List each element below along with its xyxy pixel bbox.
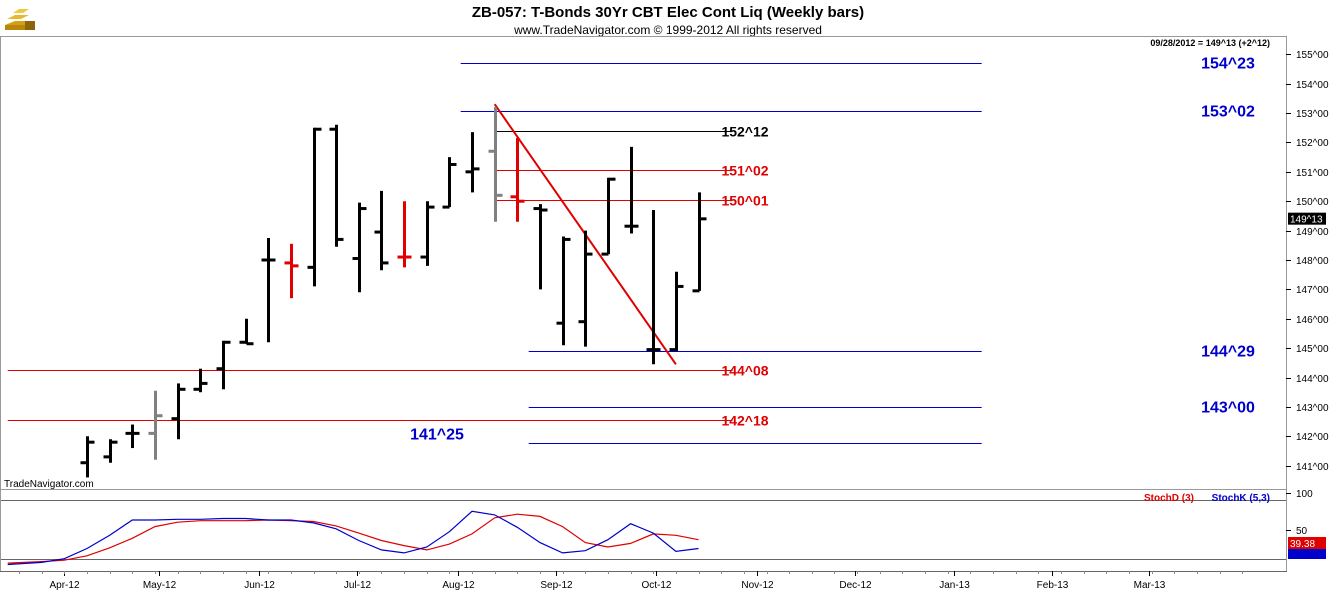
y-tick-label: 145^00 [1296,344,1329,355]
ohlc-bar [329,124,344,247]
time-axis: Apr-12 May-12 Jun-12 Jul-12 Aug-12 Sep-12 Oct-… [19,571,1243,591]
ohlc-bar [193,368,208,393]
stoch-series-line [7,513,699,564]
ohlc-bar [420,201,435,266]
ohlc-bar [669,271,684,352]
x-tick-label: Nov-12 [741,580,774,591]
last-price-box [1288,212,1326,225]
level-label: 153^02 [1201,104,1255,121]
y-tick-label: 147^00 [1296,285,1329,296]
level-label: 143^00 [1201,400,1255,417]
stochastic-panel [1,500,1286,566]
legend-stochd: StochD (3) [1144,493,1194,504]
ohlc-bar [465,132,480,193]
level-label: 154^23 [1201,56,1255,73]
level-label: 152^12 [721,124,768,140]
ohlc-bar [510,138,525,222]
y-tick-label: 144^00 [1296,374,1329,385]
level-label: 150^01 [721,193,768,209]
ohlc-bar [261,237,276,343]
ohlc-bar [307,127,322,287]
y-tick-label: 149^00 [1296,227,1329,238]
y-tick-label: 146^00 [1296,315,1329,326]
ohlc-bar [601,177,616,256]
y-tick-label: 153^00 [1296,109,1329,120]
ohlc-bar [646,210,661,365]
ohlc-bar [624,146,639,234]
ohlc-bar [692,192,707,293]
stoch-last-value-box [1288,537,1326,549]
ohlc-bar [556,236,571,346]
price-axis: 155^00 154^00 153^00 152^00 151^00 150^00 149^… [1286,50,1329,473]
stoch-tick-label: 50 [1296,526,1308,537]
level-label: 144^29 [1201,344,1255,361]
x-tick-label: Mar-13 [1134,580,1166,591]
level-label: 142^18 [721,413,768,429]
ohlc-bar [488,107,503,222]
ohlc-bar [239,318,254,346]
y-tick-label: 143^00 [1296,403,1329,414]
ohlc-bar [103,439,118,463]
y-tick-label: 142^00 [1296,432,1329,443]
x-tick-label: Jul-12 [344,580,372,591]
x-tick-label: Aug-12 [442,580,475,591]
last-price-label: 149^13 [1290,215,1323,226]
x-tick-label: Oct-12 [641,580,671,591]
chart-subtitle: www.TradeNavigator.com © 1999-2012 All r… [513,23,822,37]
stochastic-axis: 100 50 39.38 [1286,489,1326,559]
ohlc-bar [148,390,163,460]
y-tick-label: 155^00 [1296,50,1329,61]
level-label: 141^25 [410,427,464,444]
y-tick-label: 154^00 [1296,80,1329,91]
ohlc-bars [80,107,707,478]
last-info: 09/28/2012 = 149^13 (+2^12) [1150,38,1270,48]
ohlc-bar [533,204,548,290]
x-tick-label: Feb-13 [1037,580,1069,591]
x-tick-label: Jun-12 [244,580,275,591]
support-resistance-levels: 154^23 153^02 152^12 151^02 150^01 144^29 144^… [7,56,1255,444]
ohlc-bar [216,340,231,390]
ohlc-bar [171,383,186,440]
y-tick-label: 150^00 [1296,197,1329,208]
ohlc-bar [374,190,389,271]
y-tick-label: 151^00 [1296,168,1329,179]
y-tick-label: 152^00 [1296,138,1329,149]
legend-stochk: StochK (5,3) [1212,493,1270,504]
watermark: TradeNavigator.com [4,479,94,490]
x-tick-label: Dec-12 [839,580,872,591]
ohlc-bar [284,243,299,299]
y-tick-label: 148^00 [1296,256,1329,267]
ohlc-bar [125,424,140,449]
ohlc-bar [397,201,412,268]
ohlc-bar [352,202,367,293]
stoch-tick-label: 100 [1296,489,1313,500]
x-tick-label: Apr-12 [49,580,79,591]
ohlc-bar [442,157,457,209]
x-tick-label: Sep-12 [540,580,573,591]
stoch-series-line [7,510,699,566]
chart-title: ZB-057: T-Bonds 30Yr CBT Elec Cont Liq (… [472,4,864,21]
stoch-last-value-label: 39.38 [1290,539,1315,550]
ohlc-bar [80,436,95,478]
y-tick-label: 141^00 [1296,462,1329,473]
stoch-last-value-box-k [1288,549,1326,559]
x-tick-label: May-12 [143,580,177,591]
gold-bars-icon [5,9,35,30]
ohlc-bar [578,230,593,347]
x-tick-label: Jan-13 [939,580,970,591]
level-label: 151^02 [721,163,768,179]
price-panel-frame [0,36,1287,490]
level-label: 144^08 [721,363,768,379]
